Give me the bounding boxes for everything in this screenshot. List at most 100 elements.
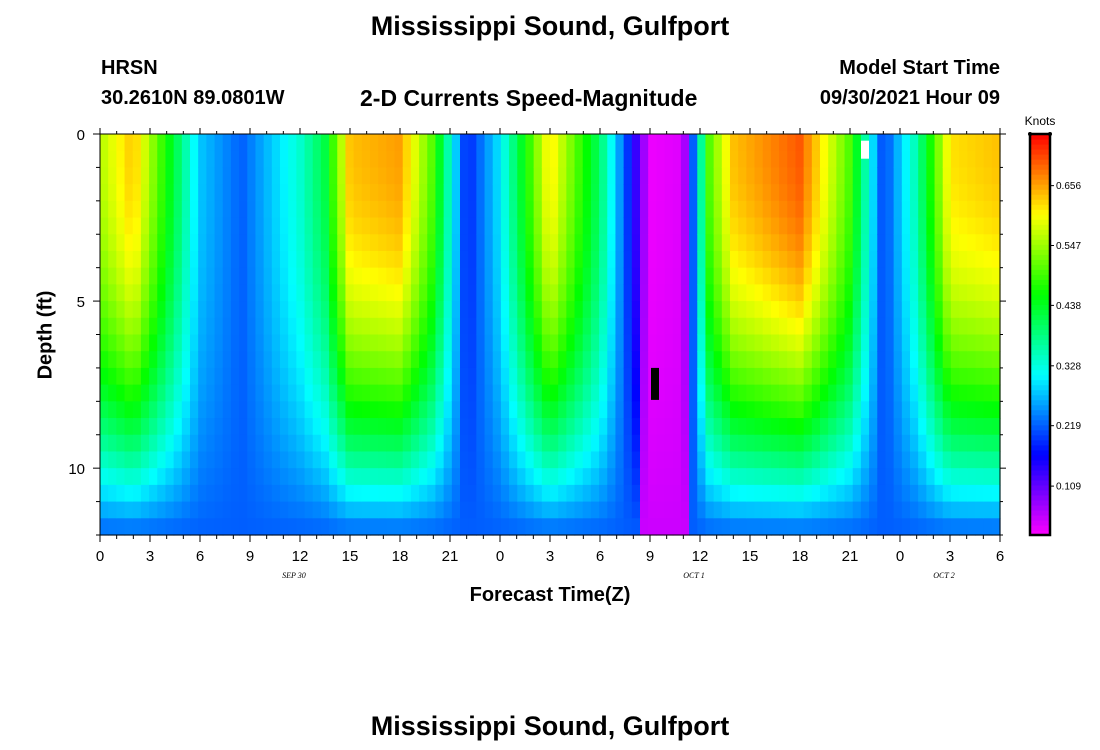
heatmap-cell xyxy=(623,200,633,219)
heatmap-cell xyxy=(705,267,715,285)
heatmap-cell xyxy=(779,451,788,469)
heatmap-cell xyxy=(689,434,698,453)
heatmap-cell xyxy=(599,284,608,302)
heatmap-cell xyxy=(762,184,772,202)
heatmap-cell xyxy=(247,134,257,152)
heatmap-cell xyxy=(132,451,142,469)
heatmap-cell xyxy=(730,518,739,536)
heatmap-cell xyxy=(631,184,641,202)
heatmap-cell xyxy=(991,200,1001,219)
heatmap-cell xyxy=(599,334,608,352)
heatmap-cell xyxy=(484,184,494,202)
x-tick-label: 12 xyxy=(692,548,709,565)
heatmap-cell xyxy=(427,484,437,503)
heatmap-cell xyxy=(975,334,985,352)
heatmap-cell xyxy=(828,518,837,536)
heatmap-cell xyxy=(680,301,690,319)
heatmap-cell xyxy=(877,484,887,503)
heatmap-cell xyxy=(959,217,968,235)
heatmap-cell xyxy=(648,284,657,302)
heatmap-cell xyxy=(787,451,797,469)
heatmap-cell xyxy=(386,267,396,285)
x-tick-label: 15 xyxy=(742,548,759,565)
heatmap-cell xyxy=(844,501,854,519)
colorbar-segment xyxy=(1030,254,1050,260)
heatmap-cell xyxy=(419,468,428,486)
x-tick-label: 0 xyxy=(496,548,504,565)
heatmap-cell xyxy=(394,434,404,453)
heatmap-cell xyxy=(247,200,257,219)
heatmap-cell xyxy=(852,134,862,152)
heatmap-cell xyxy=(664,501,674,519)
heatmap-cell xyxy=(820,234,829,252)
heatmap-cell xyxy=(877,267,887,285)
heatmap-cell xyxy=(378,234,387,252)
heatmap-cell xyxy=(247,501,257,519)
heatmap-cell xyxy=(640,334,649,352)
heatmap-cell xyxy=(877,217,887,235)
heatmap-cell xyxy=(509,501,518,519)
heatmap-cell xyxy=(664,334,674,352)
heatmap-cell xyxy=(983,484,993,503)
heatmap-cell xyxy=(116,468,126,486)
heatmap-cell xyxy=(345,317,355,336)
heatmap-cell xyxy=(770,134,780,152)
heatmap-cell xyxy=(337,184,347,202)
heatmap-cell xyxy=(484,334,494,352)
heatmap-cell xyxy=(828,267,837,285)
heatmap-cell xyxy=(697,351,707,369)
heatmap-cell xyxy=(353,134,363,152)
heatmap-cell xyxy=(852,434,862,453)
heatmap-cell xyxy=(730,284,739,302)
heatmap-cell xyxy=(918,150,927,169)
heatmap-cell xyxy=(754,317,764,336)
heatmap-cell xyxy=(329,267,338,285)
heatmap-cell xyxy=(345,284,355,302)
heatmap-cell xyxy=(959,200,968,219)
heatmap-cell xyxy=(386,184,396,202)
heatmap-cell xyxy=(910,317,919,336)
heatmap-cell xyxy=(590,484,600,503)
heatmap-cell xyxy=(329,334,338,352)
heatmap-cell xyxy=(386,484,396,503)
heatmap-cell xyxy=(787,150,797,169)
heatmap-cell xyxy=(222,184,232,202)
colorbar-segment xyxy=(1030,414,1050,421)
heatmap-cell xyxy=(484,468,494,486)
heatmap-cell xyxy=(157,267,167,285)
heatmap-cell xyxy=(779,334,788,352)
heatmap-cell xyxy=(893,418,903,436)
heatmap-cell xyxy=(100,418,109,436)
x-tick-label: 3 xyxy=(146,548,154,565)
heatmap-cell xyxy=(550,367,559,386)
heatmap-cell xyxy=(787,501,797,519)
colorbar-segment xyxy=(1030,374,1050,381)
heatmap-cell xyxy=(443,250,453,269)
heatmap-cell xyxy=(239,451,248,469)
heatmap-cell xyxy=(656,384,666,402)
heatmap-cell xyxy=(329,451,338,469)
heatmap-cell xyxy=(533,284,543,302)
heatmap-cell xyxy=(198,184,207,202)
heatmap-cell xyxy=(844,167,854,185)
heatmap-cell xyxy=(394,501,404,519)
heatmap-cell xyxy=(623,184,633,202)
heatmap-cell xyxy=(533,334,543,352)
heatmap-cell xyxy=(410,184,420,202)
heatmap-cell xyxy=(615,134,625,152)
heatmap-cell xyxy=(869,267,878,285)
heatmap-cell xyxy=(640,367,649,386)
heatmap-cell xyxy=(746,434,756,453)
heatmap-cell xyxy=(762,267,772,285)
heatmap-cell xyxy=(918,284,927,302)
heatmap-cell xyxy=(288,184,297,202)
heatmap-cell xyxy=(492,351,502,369)
heatmap-cell xyxy=(132,301,142,319)
heatmap-cell xyxy=(656,200,666,219)
colorbar-segment xyxy=(1030,144,1050,150)
heatmap-cell xyxy=(721,501,731,519)
heatmap-cell xyxy=(967,217,977,235)
heatmap-cell xyxy=(869,167,878,185)
heatmap-cell xyxy=(509,468,518,486)
heatmap-cell xyxy=(500,217,510,235)
